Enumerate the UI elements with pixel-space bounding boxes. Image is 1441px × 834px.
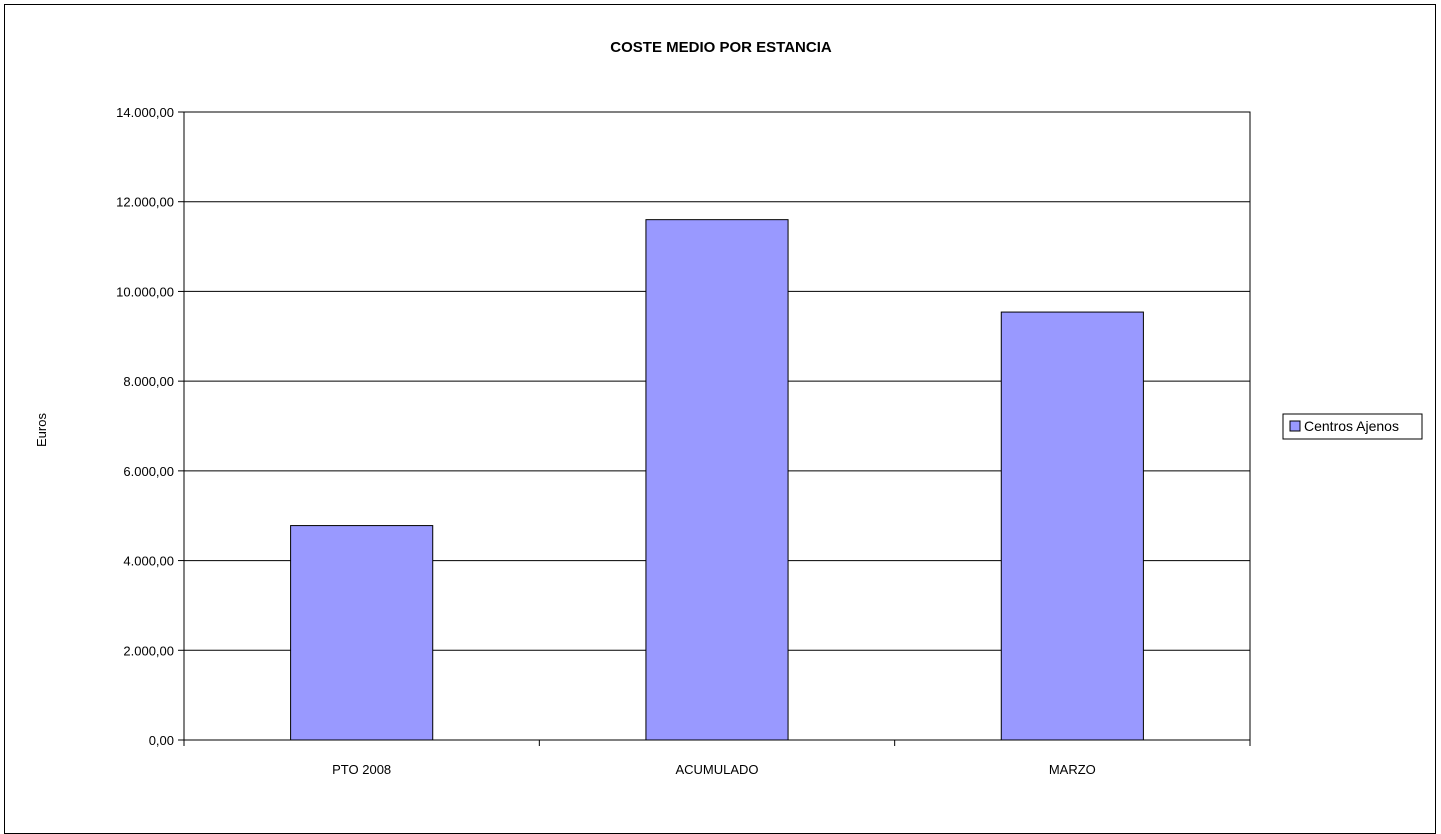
legend-box [1282,413,1423,440]
y-tick-label: 10.000,00 [116,284,174,299]
x-axis-ticks: PTO 2008 ACUMULADO MARZO [183,740,1251,777]
y-axis-ticks: 0,00 2.000,00 4.000,00 6.000,00 8.000,00 10.0… [116,105,184,748]
y-axis-label: Euros [34,413,49,447]
x-tick-label: PTO 2008 [332,762,391,777]
bar-pto-2008 [290,525,434,741]
chart-title: COSTE MEDIO POR ESTANCIA [610,39,832,56]
y-tick-label: 2.000,00 [123,643,174,658]
y-tick-label: 8.000,00 [123,374,174,389]
y-tick-label: 6.000,00 [123,464,174,479]
y-tick-label: 0,00 [149,733,174,748]
plot-area [183,111,1251,741]
x-tick-label: MARZO [1049,762,1096,777]
bar-marzo [1000,311,1144,741]
legend-swatch [1289,420,1301,432]
x-tick-label: ACUMULADO [675,762,758,777]
y-tick-label: 4.000,00 [123,554,174,569]
y-tick-label: 14.000,00 [116,105,174,120]
legend-label-centros-ajenos: Centros Ajenos [1304,418,1399,434]
y-tick-label: 12.000,00 [116,195,174,210]
legend: Centros Ajenos [1282,413,1423,440]
bar-acumulado [645,219,789,741]
bars [290,219,1144,741]
